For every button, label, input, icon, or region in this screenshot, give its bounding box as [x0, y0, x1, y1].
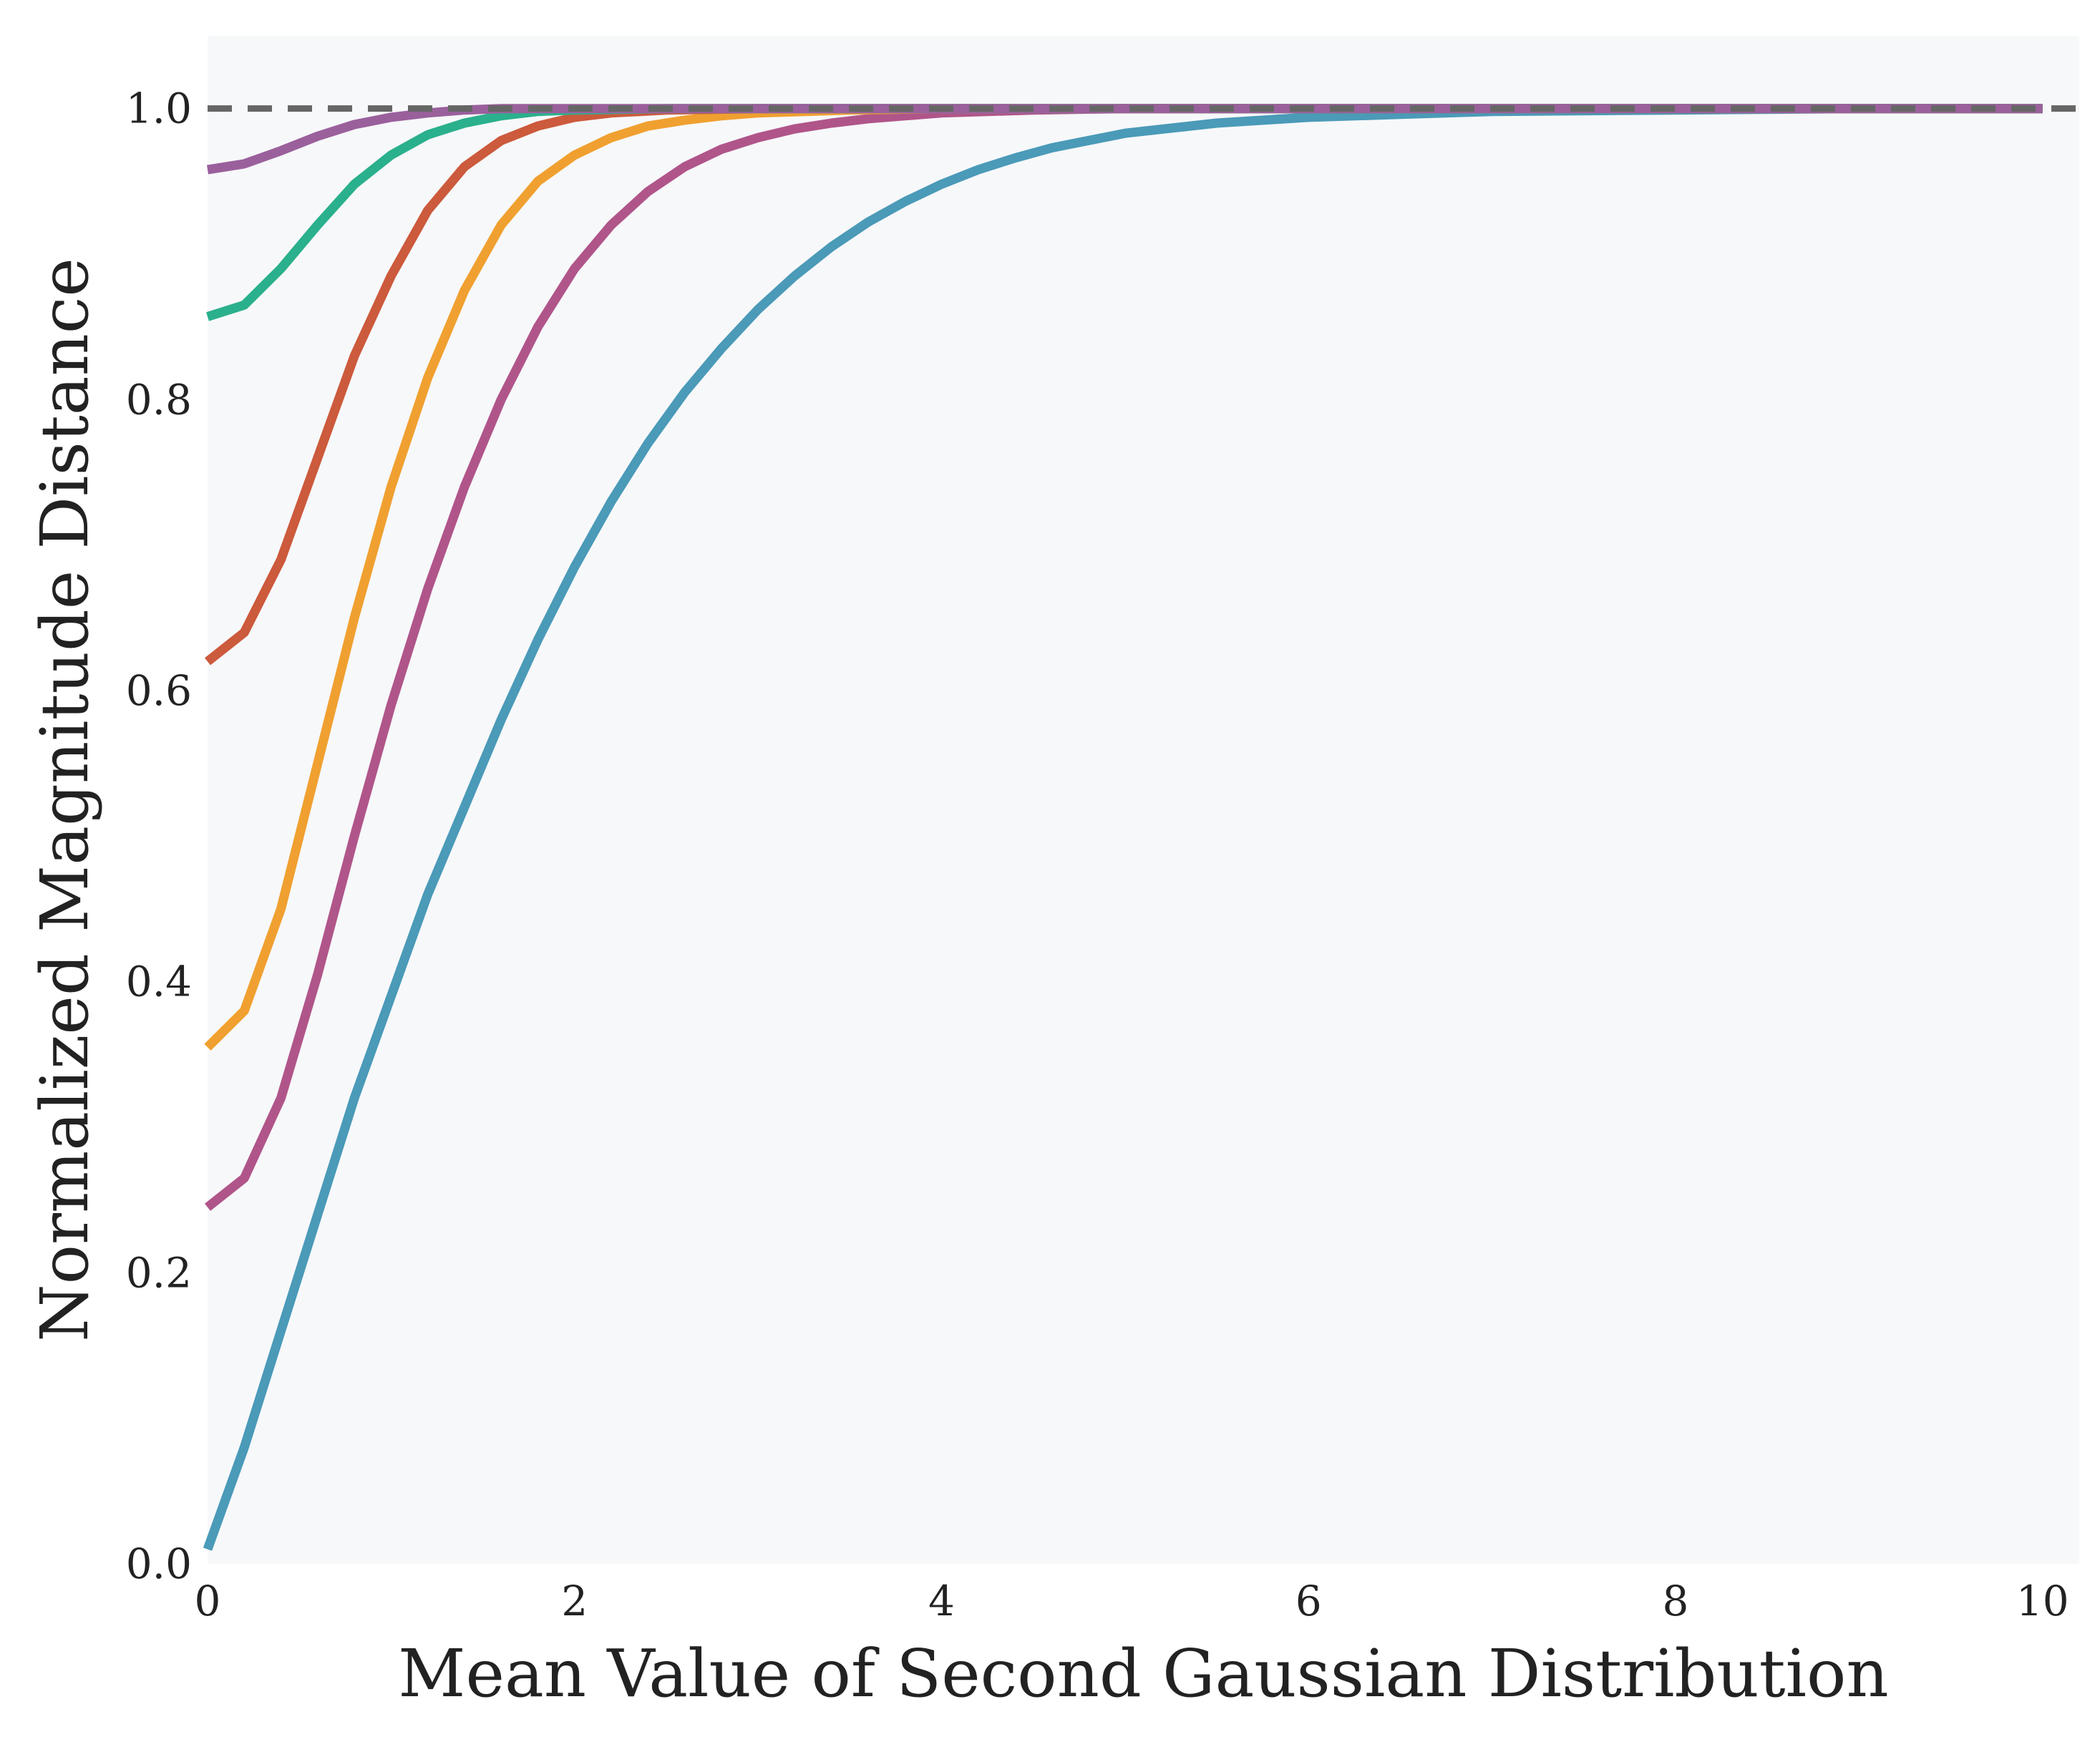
x-tick-label: 0 [195, 1577, 221, 1625]
x-tick-label: 2 [561, 1577, 588, 1625]
x-tick-label: 10 [2016, 1577, 2069, 1625]
plot-background [208, 36, 2079, 1564]
x-tick-label: 8 [1663, 1577, 1689, 1625]
y-tick-label: 0.8 [126, 375, 192, 424]
y-tick-label: 0.6 [126, 666, 192, 715]
y-tick-label: 0.4 [126, 958, 192, 1006]
y-tick-label: 0.2 [126, 1248, 192, 1297]
x-tick-label: 6 [1296, 1577, 1322, 1625]
x-tick-labels: 0 2 4 6 8 10 [195, 1577, 2069, 1625]
x-tick-label: 4 [928, 1577, 955, 1625]
y-tick-label: 0.0 [126, 1539, 192, 1588]
y-tick-label: 1.0 [126, 84, 192, 133]
y-tick-labels: 0.0 0.2 0.4 0.6 0.8 1.0 [126, 84, 192, 1588]
y-axis-label: Normalized Magnitude Distance [26, 258, 103, 1342]
series-line-1 [203, 104, 2043, 1551]
x-axis-label: Mean Value of Second Gaussian Distributi… [398, 1635, 1888, 1712]
